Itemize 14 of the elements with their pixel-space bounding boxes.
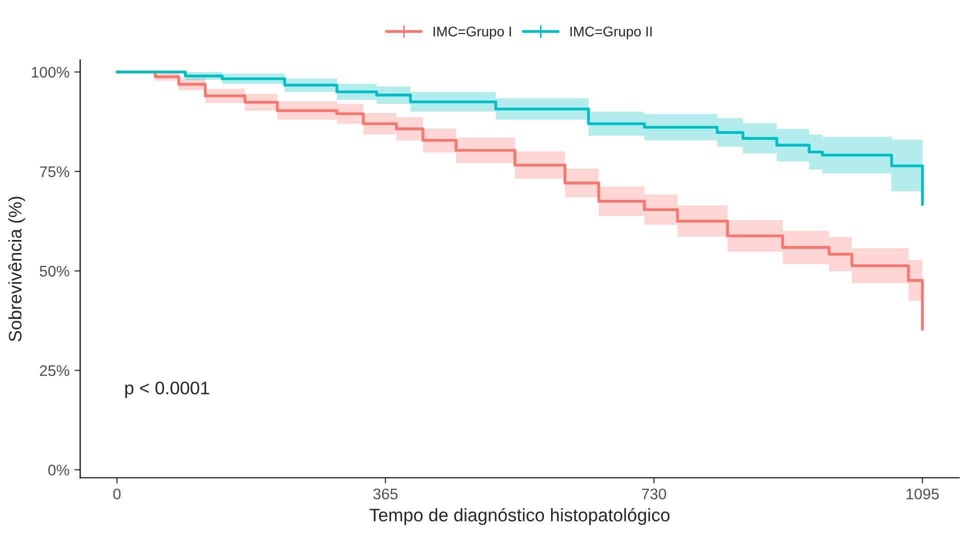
- y-tick-label: 100%: [32, 66, 70, 78]
- legend-label: IMC=Grupo I: [434, 26, 511, 40]
- annotation: p < 0.0001: [125, 382, 210, 398]
- legend-label: IMC=Grupo II: [570, 26, 652, 40]
- x-tick-label: 1095: [906, 488, 939, 500]
- y-tick-label: 75%: [40, 166, 70, 178]
- x-tick-label: 730: [642, 488, 666, 500]
- x-axis-title: Tempo de diagnóstico histopatológico: [370, 508, 670, 526]
- y-axis-title: Sobrevivência (%): [8, 196, 26, 342]
- y-tick-label: 0%: [48, 464, 70, 476]
- y-tick-label: 50%: [40, 266, 70, 277]
- y-tick-label: 25%: [40, 365, 70, 376]
- x-tick-label: 0: [113, 488, 121, 500]
- x-tick-label: 365: [373, 488, 398, 500]
